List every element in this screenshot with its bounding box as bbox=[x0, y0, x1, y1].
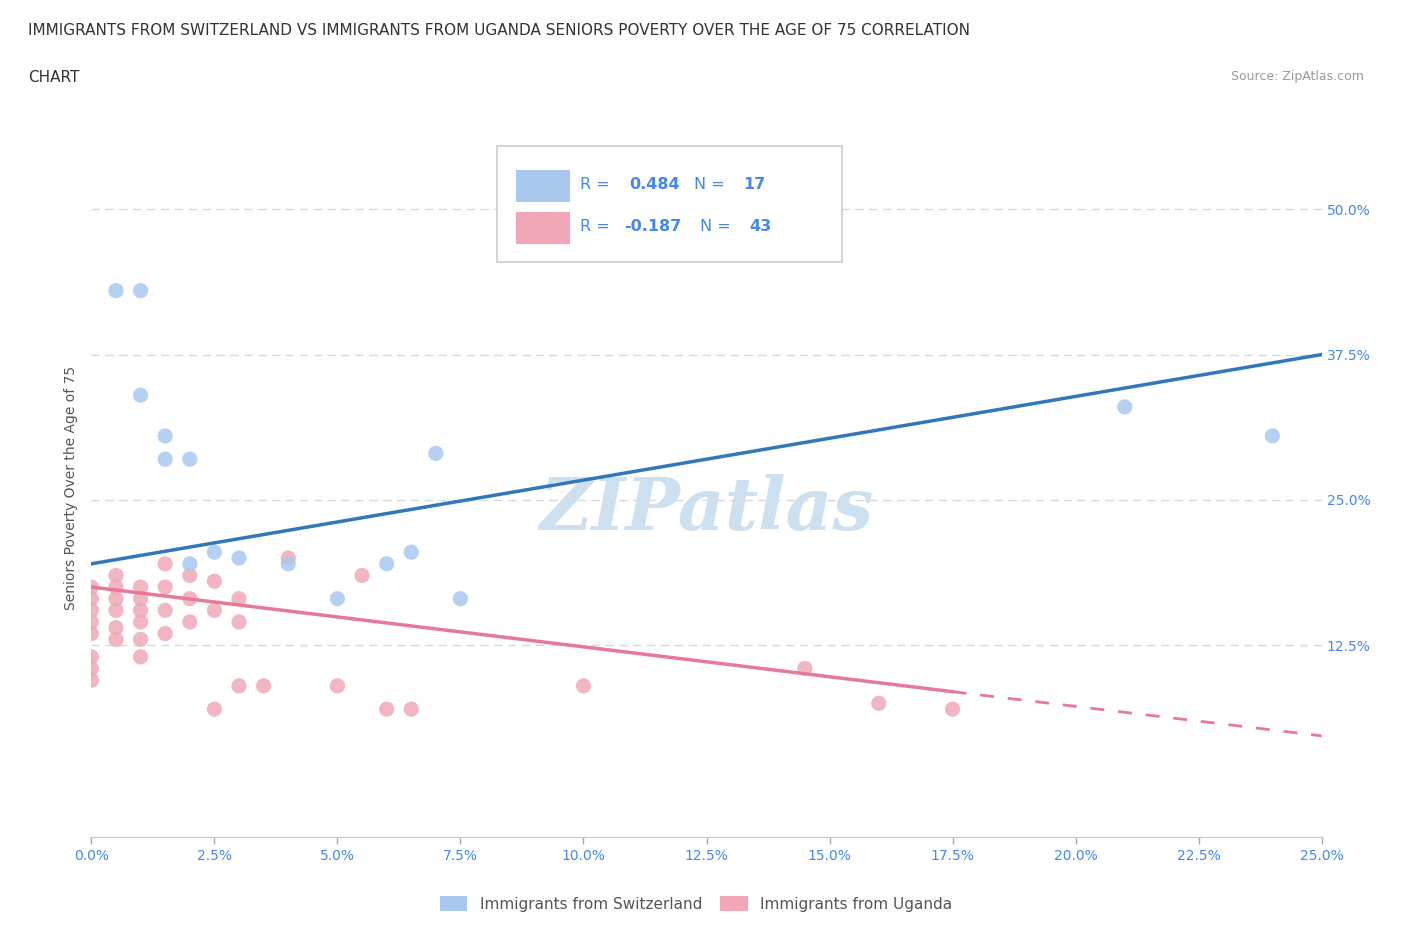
Point bbox=[129, 591, 152, 606]
FancyBboxPatch shape bbox=[498, 147, 842, 261]
Y-axis label: Seniors Poverty Over the Age of 75: Seniors Poverty Over the Age of 75 bbox=[65, 366, 79, 610]
Point bbox=[425, 446, 447, 461]
Point bbox=[105, 579, 127, 594]
Point bbox=[80, 615, 103, 630]
Point bbox=[253, 679, 276, 694]
Point bbox=[326, 679, 349, 694]
Point bbox=[326, 591, 349, 606]
Text: ZIPatlas: ZIPatlas bbox=[540, 473, 873, 545]
Point bbox=[572, 679, 595, 694]
Point bbox=[202, 603, 225, 618]
Point bbox=[1114, 400, 1136, 415]
Point bbox=[179, 591, 201, 606]
FancyBboxPatch shape bbox=[516, 212, 569, 245]
Text: N =: N = bbox=[695, 178, 725, 193]
Point bbox=[153, 579, 177, 594]
Point bbox=[202, 574, 225, 589]
Point bbox=[399, 545, 422, 560]
Text: 17: 17 bbox=[744, 178, 766, 193]
Text: -0.187: -0.187 bbox=[624, 219, 682, 234]
Point bbox=[80, 579, 103, 594]
Point bbox=[105, 568, 127, 583]
Point bbox=[793, 661, 815, 676]
Point bbox=[375, 702, 398, 717]
Text: IMMIGRANTS FROM SWITZERLAND VS IMMIGRANTS FROM UGANDA SENIORS POVERTY OVER THE A: IMMIGRANTS FROM SWITZERLAND VS IMMIGRANT… bbox=[28, 23, 970, 38]
Point bbox=[129, 579, 152, 594]
Point bbox=[153, 452, 177, 467]
Point bbox=[80, 661, 103, 676]
Point bbox=[105, 284, 127, 299]
Point bbox=[202, 702, 225, 717]
Point bbox=[105, 620, 127, 635]
Point bbox=[449, 591, 471, 606]
Point bbox=[129, 649, 152, 664]
Point bbox=[153, 603, 177, 618]
Point bbox=[105, 591, 127, 606]
Point bbox=[202, 545, 225, 560]
Point bbox=[375, 556, 398, 571]
Point bbox=[228, 551, 250, 565]
Point bbox=[129, 388, 152, 403]
Text: CHART: CHART bbox=[28, 70, 80, 85]
Point bbox=[129, 632, 152, 647]
Point bbox=[179, 615, 201, 630]
Point bbox=[228, 615, 250, 630]
Point bbox=[277, 551, 299, 565]
Text: N =: N = bbox=[700, 219, 731, 234]
Point bbox=[1261, 429, 1284, 444]
Point bbox=[179, 452, 201, 467]
Point bbox=[129, 284, 152, 299]
Legend: Immigrants from Switzerland, Immigrants from Uganda: Immigrants from Switzerland, Immigrants … bbox=[433, 889, 959, 918]
Point bbox=[153, 556, 177, 571]
Point bbox=[80, 603, 103, 618]
FancyBboxPatch shape bbox=[516, 170, 569, 203]
Point bbox=[105, 603, 127, 618]
Point bbox=[399, 702, 422, 717]
Point bbox=[179, 568, 201, 583]
Point bbox=[80, 672, 103, 687]
Point bbox=[153, 429, 177, 444]
Point bbox=[352, 568, 374, 583]
Point bbox=[129, 603, 152, 618]
Text: Source: ZipAtlas.com: Source: ZipAtlas.com bbox=[1230, 70, 1364, 83]
Text: 0.484: 0.484 bbox=[628, 178, 679, 193]
Point bbox=[868, 696, 890, 711]
Text: R =: R = bbox=[579, 178, 610, 193]
Point bbox=[80, 649, 103, 664]
Point bbox=[941, 702, 963, 717]
Point bbox=[179, 556, 201, 571]
Point bbox=[80, 626, 103, 641]
Point bbox=[105, 632, 127, 647]
Point bbox=[228, 591, 250, 606]
Point bbox=[129, 615, 152, 630]
Point bbox=[153, 626, 177, 641]
Point bbox=[277, 556, 299, 571]
Text: 43: 43 bbox=[749, 219, 772, 234]
Point bbox=[80, 591, 103, 606]
Point bbox=[228, 679, 250, 694]
Text: R =: R = bbox=[579, 219, 610, 234]
